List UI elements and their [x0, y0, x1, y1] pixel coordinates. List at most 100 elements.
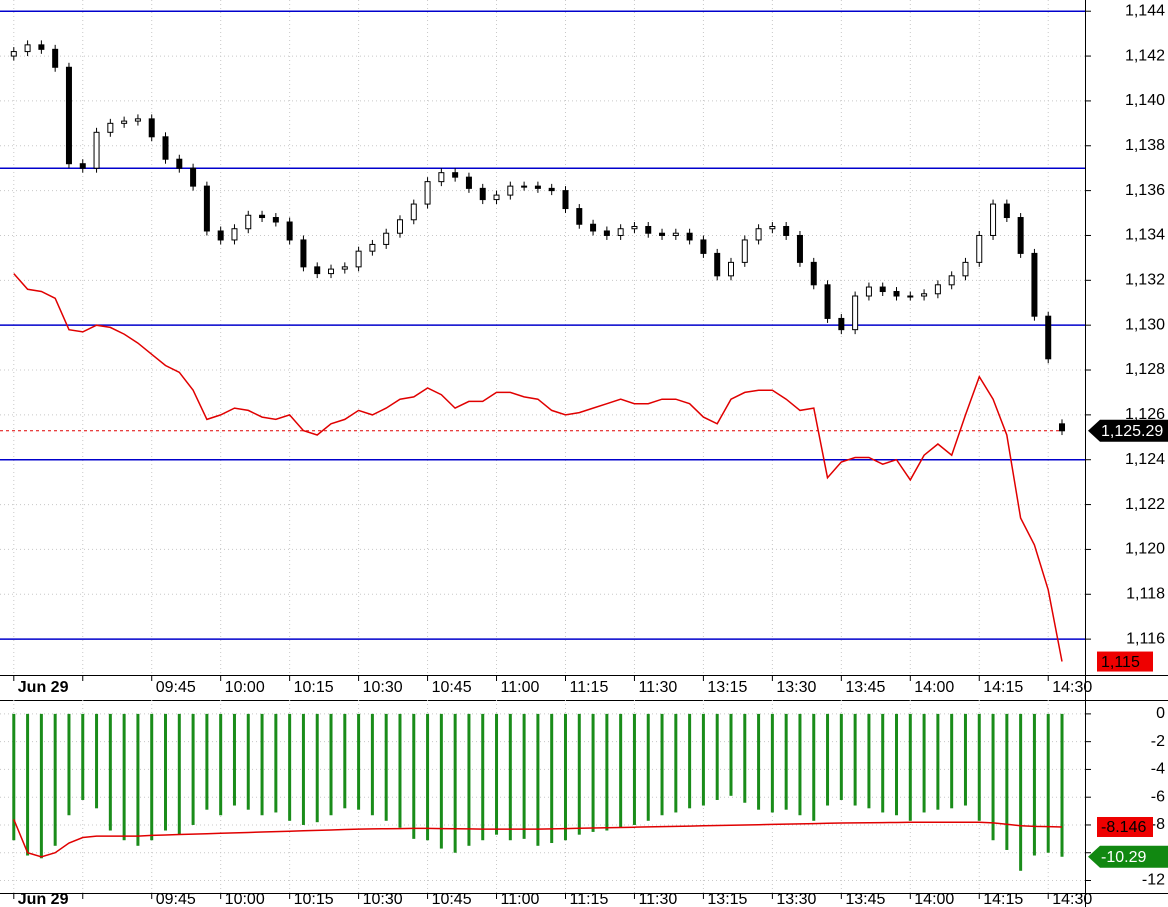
- bar: [563, 713, 567, 841]
- price-tag-label: 1,125.29: [1101, 423, 1163, 440]
- candle-body: [383, 232, 390, 245]
- y-tick-label: -4: [1151, 761, 1165, 778]
- x-tick-label: 14:00: [914, 891, 954, 907]
- bar: [784, 713, 788, 810]
- candle-body: [755, 228, 762, 241]
- candle-body: [424, 181, 431, 205]
- bar: [301, 713, 305, 825]
- bar: [646, 713, 650, 821]
- candle-body: [741, 239, 748, 263]
- bar: [329, 713, 333, 816]
- x-tick-label: 11:30: [638, 891, 677, 907]
- candle-body: [824, 284, 831, 319]
- y-tick-label: -2: [1151, 733, 1165, 750]
- bar: [577, 713, 581, 835]
- x-tick-label: 09:45: [156, 679, 196, 696]
- bar: [977, 713, 981, 821]
- x-tick-label: 11:00: [501, 891, 540, 907]
- x-tick-label: 13:15: [707, 891, 747, 907]
- price-tag-label: -8.146: [1101, 819, 1146, 836]
- x-tick-label: 14:30: [1052, 679, 1092, 696]
- bar: [467, 713, 471, 846]
- bar: [384, 713, 388, 821]
- bar: [522, 713, 526, 839]
- bar: [95, 713, 99, 809]
- bar: [826, 713, 830, 806]
- bar: [343, 713, 347, 809]
- y-tick-label: 1,134: [1125, 227, 1165, 244]
- bar: [150, 713, 154, 841]
- bar: [605, 713, 609, 831]
- bar: [122, 713, 126, 841]
- candle-body: [672, 232, 679, 236]
- price-tag: [1097, 651, 1153, 672]
- y-tick-label: -12: [1142, 872, 1165, 889]
- candle-body: [438, 172, 445, 183]
- bar: [426, 713, 430, 841]
- bar: [53, 713, 57, 846]
- candle-body: [493, 194, 500, 201]
- candle-body: [893, 291, 900, 297]
- candle-body: [93, 131, 100, 169]
- candle-body: [934, 284, 941, 295]
- line-series: [13, 819, 1063, 858]
- x-tick-label: 10:00: [225, 891, 265, 907]
- candle-body: [962, 261, 969, 277]
- bar: [963, 713, 967, 806]
- candle-body: [576, 208, 583, 225]
- bar: [991, 713, 995, 841]
- x-tick-label: 11:30: [638, 679, 677, 696]
- x-tick-label: 13:30: [776, 679, 816, 696]
- bar: [398, 713, 402, 828]
- x-tick-label: 14:15: [983, 679, 1023, 696]
- candle-body: [52, 48, 59, 68]
- candle-body: [217, 230, 224, 241]
- bar: [177, 713, 181, 835]
- y-tick-label: 1,116: [1126, 630, 1165, 647]
- candle-body: [1031, 252, 1038, 317]
- x-tick-label: 10:15: [294, 679, 334, 696]
- y-tick-label: 1,136: [1125, 182, 1165, 199]
- candle-body: [134, 118, 141, 122]
- candle-body: [852, 295, 859, 331]
- candle-body: [369, 243, 376, 252]
- x-tick-label: 10:00: [225, 679, 265, 696]
- bar: [1046, 713, 1050, 853]
- bar: [674, 713, 678, 813]
- bar: [1060, 713, 1064, 857]
- candle-body: [507, 185, 514, 196]
- candle-body: [617, 228, 624, 236]
- price-tag: [1088, 419, 1168, 442]
- bar: [688, 713, 692, 809]
- bar: [108, 713, 112, 831]
- bar: [812, 713, 816, 821]
- candle-body: [562, 190, 569, 210]
- bar: [39, 713, 43, 859]
- y-tick-label: 1,118: [1126, 585, 1165, 602]
- candle-body: [1059, 423, 1066, 432]
- y-tick-label: 1,128: [1125, 361, 1165, 378]
- candle-body: [714, 252, 721, 277]
- y-tick-label: 1,142: [1125, 47, 1165, 64]
- x-tick-label: 09:45: [156, 891, 196, 907]
- bar: [67, 713, 71, 816]
- candle-body: [410, 203, 417, 221]
- candle-body: [24, 44, 31, 53]
- x-tick-label: 10:30: [363, 891, 403, 907]
- candle-body: [838, 317, 845, 331]
- candle-body: [948, 275, 955, 286]
- candle-body: [686, 232, 693, 241]
- candle-body: [990, 203, 997, 236]
- price-tag-label: -10.29: [1101, 849, 1146, 866]
- candle-body: [727, 261, 734, 277]
- candle-body: [245, 214, 252, 230]
- bar: [798, 713, 802, 816]
- bar: [715, 713, 719, 800]
- bar: [164, 713, 168, 831]
- bar: [370, 713, 374, 816]
- candle-body: [176, 158, 183, 169]
- candle-body: [769, 225, 776, 230]
- bar: [853, 713, 857, 806]
- x-tick-label: 10:45: [432, 891, 472, 907]
- candle-body: [921, 293, 928, 297]
